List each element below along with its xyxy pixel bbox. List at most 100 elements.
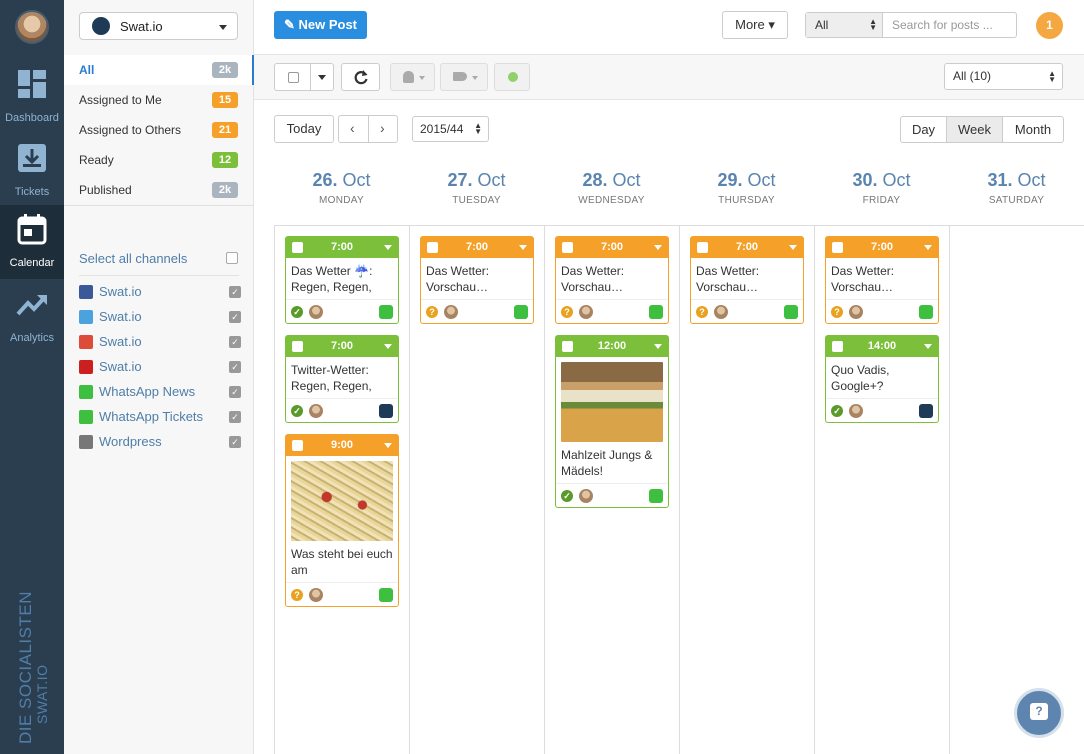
- post-checkbox[interactable]: [292, 440, 303, 451]
- filter-item[interactable]: All 2k: [64, 55, 255, 85]
- view-week-button[interactable]: Week: [947, 117, 1003, 142]
- chevron-down-icon[interactable]: [384, 245, 392, 250]
- post-checkbox[interactable]: [292, 341, 303, 352]
- channel-item[interactable]: Swat.io ✓: [79, 358, 241, 378]
- week-select[interactable]: 2015/44 ▲ ▼: [412, 116, 489, 142]
- nav-dashboard[interactable]: Dashboard: [0, 60, 64, 134]
- view-day-button[interactable]: Day: [901, 117, 947, 142]
- account-selector[interactable]: Swat.io: [79, 12, 238, 40]
- week-value: 2015/44: [420, 122, 464, 136]
- post-checkbox[interactable]: [697, 242, 708, 253]
- select-all-checkbox[interactable]: [226, 252, 238, 264]
- post-time: 12:00: [597, 340, 627, 352]
- author-avatar: [309, 404, 323, 418]
- count-badge: 15: [212, 92, 238, 108]
- more-button[interactable]: More ▾: [722, 11, 788, 39]
- day-date: 31. Oct: [949, 170, 1084, 191]
- filter-item[interactable]: Assigned to Me 15: [64, 85, 254, 115]
- dashboard-icon: [18, 70, 46, 98]
- channel-item[interactable]: Swat.io ✓: [79, 283, 241, 303]
- channel-item[interactable]: Swat.io ✓: [79, 308, 241, 328]
- refresh-button[interactable]: [341, 63, 380, 91]
- channel-checkbox[interactable]: ✓: [229, 311, 241, 323]
- day-column: [680, 226, 815, 754]
- chevron-down-icon[interactable]: [654, 344, 662, 349]
- post-card[interactable]: 9:00 Was steht bei euch am?: [285, 434, 399, 607]
- channel-checkbox[interactable]: ✓: [229, 286, 241, 298]
- view-month-button[interactable]: Month: [1014, 122, 1052, 137]
- next-week-button[interactable]: ›: [380, 120, 385, 136]
- tag-button[interactable]: [440, 63, 488, 91]
- divider: [310, 64, 311, 90]
- filter-item[interactable]: Assigned to Others 21: [64, 115, 254, 145]
- post-card[interactable]: 7:00 Das Wetter ☔: Regen, Regen, ✓: [285, 236, 399, 324]
- day-date: 30. Oct: [814, 170, 949, 191]
- nav-tickets[interactable]: Tickets: [0, 134, 64, 208]
- post-toolbar: All (10) ▲ ▼: [254, 55, 1084, 100]
- chevron-down-icon[interactable]: [384, 443, 392, 448]
- post-header: 7:00: [556, 237, 668, 258]
- today-button[interactable]: Today: [274, 115, 334, 143]
- bulk-select-button[interactable]: [274, 63, 334, 91]
- chevron-down-icon[interactable]: [924, 344, 932, 349]
- chevron-down-icon[interactable]: [519, 245, 527, 250]
- post-checkbox[interactable]: [832, 242, 843, 253]
- post-header: 7:00: [691, 237, 803, 258]
- author-avatar: [849, 404, 863, 418]
- day-number: 28.: [582, 170, 608, 190]
- day-number: 29.: [717, 170, 743, 190]
- channel-checkbox[interactable]: ✓: [229, 336, 241, 348]
- search-scope-select[interactable]: All ▲ ▼: [806, 13, 883, 37]
- post-card[interactable]: 12:00 Mahlzeit Jungs & Mädels! ✓: [555, 335, 669, 508]
- channel-name: Swat.io: [99, 284, 142, 299]
- user-avatar[interactable]: [15, 10, 49, 44]
- post-footer: ?: [556, 299, 668, 323]
- search-box: All ▲ ▼ Search for posts ...: [805, 12, 1017, 38]
- nav-calendar[interactable]: Calendar: [0, 205, 64, 279]
- author-avatar: [309, 588, 323, 602]
- post-checkbox[interactable]: [427, 242, 438, 253]
- day-month: Oct: [477, 170, 506, 190]
- post-card[interactable]: 7:00 Das Wetter: Vorschau…?: [420, 236, 534, 324]
- search-input[interactable]: Search for posts ...: [892, 18, 993, 32]
- post-filter-select[interactable]: All (10) ▲ ▼: [944, 63, 1063, 90]
- chevron-down-icon[interactable]: [789, 245, 797, 250]
- channel-checkbox[interactable]: ✓: [229, 436, 241, 448]
- help-button[interactable]: ?: [1014, 688, 1064, 738]
- post-checkbox[interactable]: [562, 242, 573, 253]
- new-post-button[interactable]: ✎ New Post: [274, 11, 367, 39]
- post-text: Das Wetter: Vorschau…: [426, 264, 490, 294]
- channel-item[interactable]: WhatsApp Tickets ✓: [79, 408, 241, 428]
- whatsapp-icon: [79, 385, 93, 399]
- whatsapp-icon: [649, 489, 663, 503]
- channel-checkbox[interactable]: ✓: [229, 361, 241, 373]
- channel-checkbox[interactable]: ✓: [229, 411, 241, 423]
- post-checkbox[interactable]: [562, 341, 573, 352]
- chevron-down-icon[interactable]: [384, 344, 392, 349]
- channel-item[interactable]: Wordpress ✓: [79, 433, 241, 453]
- assign-user-button[interactable]: [390, 63, 435, 91]
- post-card[interactable]: 7:00 Das Wetter: Vorschau…?: [825, 236, 939, 324]
- chevron-down-icon: [219, 25, 227, 30]
- channel-item[interactable]: Swat.io ✓: [79, 333, 241, 353]
- channel-checkbox[interactable]: ✓: [229, 386, 241, 398]
- chevron-down-icon[interactable]: [654, 245, 662, 250]
- notification-badge[interactable]: 1: [1036, 12, 1063, 39]
- post-checkbox[interactable]: [832, 341, 843, 352]
- twitter-icon: [379, 404, 393, 418]
- post-checkbox[interactable]: [292, 242, 303, 253]
- prev-week-button[interactable]: ‹: [350, 120, 355, 136]
- count-badge: 2k: [212, 182, 238, 198]
- filter-item[interactable]: Published 2k: [64, 175, 254, 205]
- filter-item[interactable]: Ready 12: [64, 145, 254, 175]
- chevron-down-icon[interactable]: [924, 245, 932, 250]
- post-card[interactable]: 7:00 Das Wetter: Vorschau…?: [555, 236, 669, 324]
- post-card[interactable]: 7:00 Das Wetter: Vorschau…?: [690, 236, 804, 324]
- post-card[interactable]: 7:00 Twitter-Wetter: Regen, Regen, ✓: [285, 335, 399, 423]
- select-all-channels-link[interactable]: Select all channels: [79, 251, 188, 266]
- channel-item[interactable]: WhatsApp News ✓: [79, 383, 241, 403]
- status-button[interactable]: [494, 63, 530, 91]
- check-circle-icon: ✓: [561, 490, 573, 502]
- post-card[interactable]: 14:00 Quo Vadis, Google+? ✓: [825, 335, 939, 423]
- nav-analytics[interactable]: Analytics: [0, 280, 64, 354]
